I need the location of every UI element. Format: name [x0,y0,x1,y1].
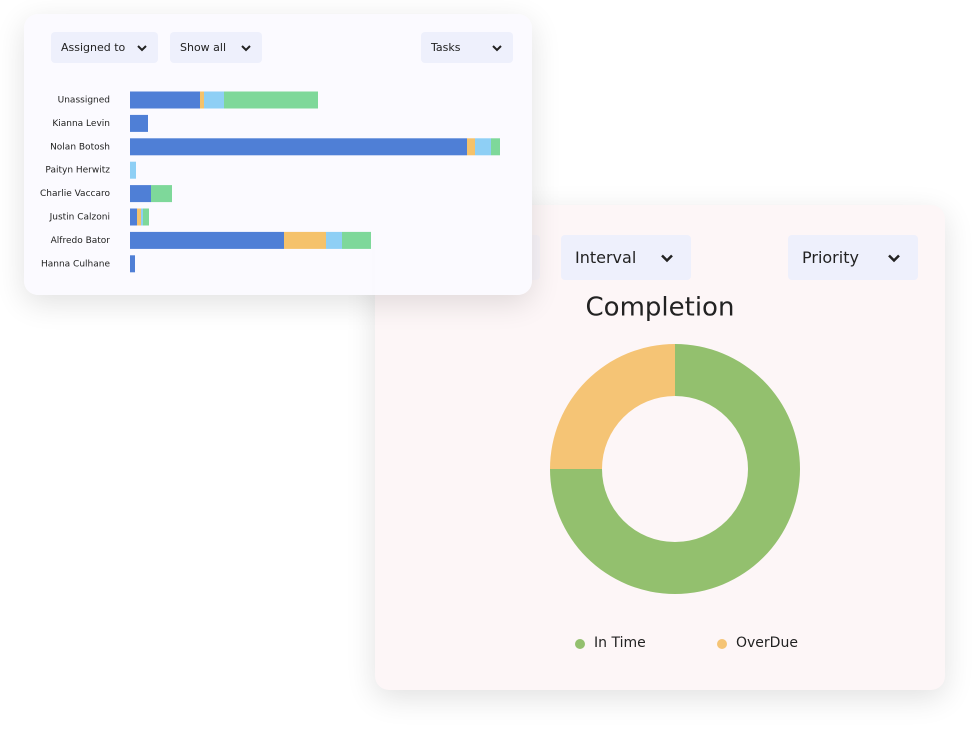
dropdown-label: Tasks [431,41,461,54]
dropdown-label: Show all [180,41,227,54]
dropdown[interactable]: Interval [561,235,691,280]
bar-segment [130,185,151,203]
bar-segment [151,185,172,203]
dropdown-label: Assigned to [61,41,126,54]
y-tick-label: Paityn Herwitz [45,166,110,176]
bar-segment [130,91,200,109]
y-tick-label: Nolan Botosh [50,142,110,152]
bar-segment [204,91,224,109]
bar-segment [141,208,143,226]
dropdown-label: Interval [575,248,637,267]
bar-segment [284,231,326,249]
dropdown[interactable]: Show all [170,32,262,63]
dropdown[interactable]: Priority [788,235,918,280]
tasks-card: Unassigned Kianna Levin Nolan Botosh Paityn… [24,14,532,295]
dropdown[interactable]: Tasks [421,32,513,63]
y-tick-label: Hanna Culhane [41,259,110,269]
y-tick-label: Charlie Vaccaro [40,189,110,199]
legend-marker [717,639,727,649]
chart-title: Completion [586,293,735,323]
bar-segment [130,114,148,132]
bar-segment [130,161,136,179]
bar-segment [130,231,284,249]
donut-chart: Completion In Time OverDue [550,293,800,651]
chevron [661,254,673,262]
legend-label: OverDue [736,635,798,651]
bar-segment [342,231,371,249]
y-tick-label: Justin Calzoni [49,213,110,223]
bar-segment [224,91,318,109]
bar-segment [130,208,137,226]
bar-segment [326,231,342,249]
donut-slice [550,344,800,594]
bar-segment [200,91,204,109]
dropdown[interactable]: Assigned to [51,32,158,63]
bar-chart: Unassigned Kianna Levin Nolan Botosh Paityn… [40,91,500,273]
dropdown-label: Priority [802,248,859,267]
legend-label: In Time [594,635,646,651]
bar-segment [143,208,149,226]
bar-segment [475,138,491,156]
bar-segment [130,255,135,273]
bar-segment [467,138,475,156]
y-tick-label: Kianna Levin [52,119,110,129]
y-tick-label: Unassigned [58,96,110,106]
donut-slice [550,344,675,469]
chevron [241,44,251,51]
chevron [137,44,147,51]
bar-segment [491,138,500,156]
legend-marker [575,639,585,649]
y-tick-label: Alfredo Bator [51,236,111,246]
bar-segment [137,208,141,226]
chevron [492,44,502,51]
bar-segment [130,138,467,156]
chevron [888,254,900,262]
